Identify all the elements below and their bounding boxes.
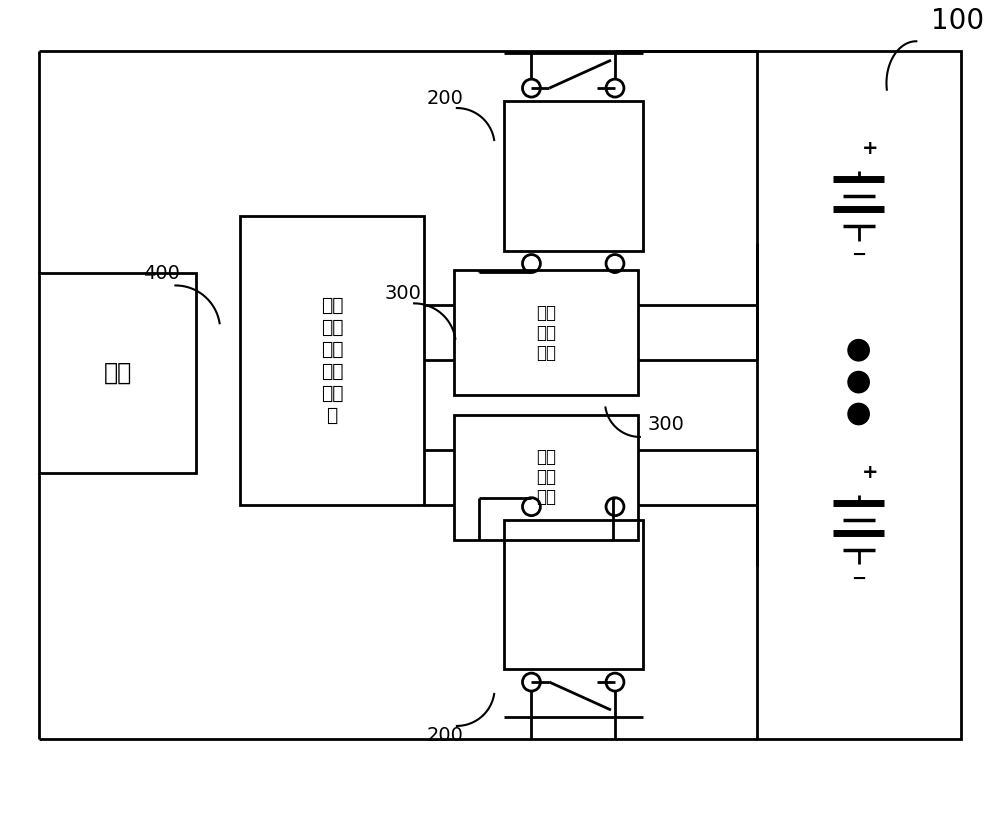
Text: 100: 100 — [931, 7, 984, 35]
Text: 300: 300 — [648, 416, 685, 435]
Circle shape — [849, 340, 869, 361]
Bar — [454, 271, 638, 395]
Text: 电动
车高
压电
路控
制系
统: 电动 车高 压电 路控 制系 统 — [321, 295, 343, 425]
Text: −: − — [851, 569, 866, 587]
Bar — [504, 520, 643, 669]
Text: 400: 400 — [143, 264, 179, 283]
Circle shape — [849, 404, 869, 424]
Bar — [240, 215, 424, 505]
Bar — [39, 273, 196, 473]
Text: +: + — [862, 139, 879, 158]
Text: 200: 200 — [427, 88, 464, 107]
Text: 继电
器驱
动器: 继电 器驱 动器 — [536, 304, 556, 362]
Text: +: + — [862, 464, 879, 483]
Bar — [454, 415, 638, 540]
Text: 继电
器驱
动器: 继电 器驱 动器 — [536, 448, 556, 507]
Bar — [757, 51, 961, 739]
Text: −: − — [851, 246, 866, 263]
Circle shape — [849, 372, 869, 392]
Text: 200: 200 — [427, 726, 464, 746]
Text: 300: 300 — [384, 284, 421, 303]
Text: 负载: 负载 — [104, 361, 132, 385]
Bar — [504, 101, 643, 251]
